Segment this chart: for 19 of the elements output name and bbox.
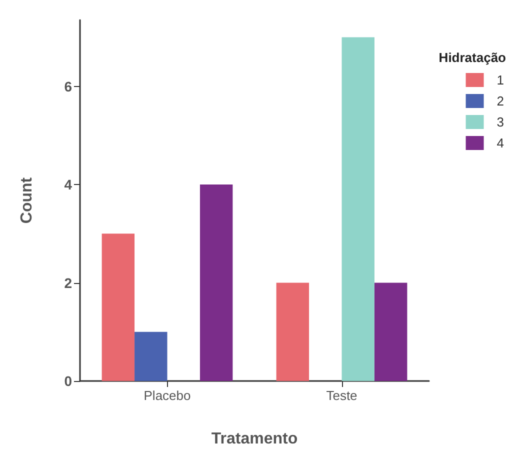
x-tick-label: Teste <box>326 388 358 403</box>
bar <box>374 282 408 381</box>
x-axis-title: Tratamento <box>211 430 298 448</box>
bar <box>200 184 233 381</box>
legend-label: 1 <box>496 72 504 88</box>
bar <box>276 282 310 381</box>
legend-title: Hidratação <box>438 50 506 65</box>
y-tick-label: 6 <box>64 78 72 94</box>
legend-label: 2 <box>496 94 504 108</box>
y-tick-label: 4 <box>64 176 72 193</box>
legend-label: 3 <box>496 114 504 130</box>
x-tick-label: Placebo <box>144 388 191 403</box>
y-tick-label: 0 <box>64 373 72 389</box>
y-tick-label: 2 <box>64 274 72 291</box>
bar <box>102 234 135 381</box>
bar <box>134 332 168 381</box>
y-axis-title: Count <box>18 176 36 224</box>
bar <box>342 37 374 381</box>
legend-label: 4 <box>496 136 504 150</box>
